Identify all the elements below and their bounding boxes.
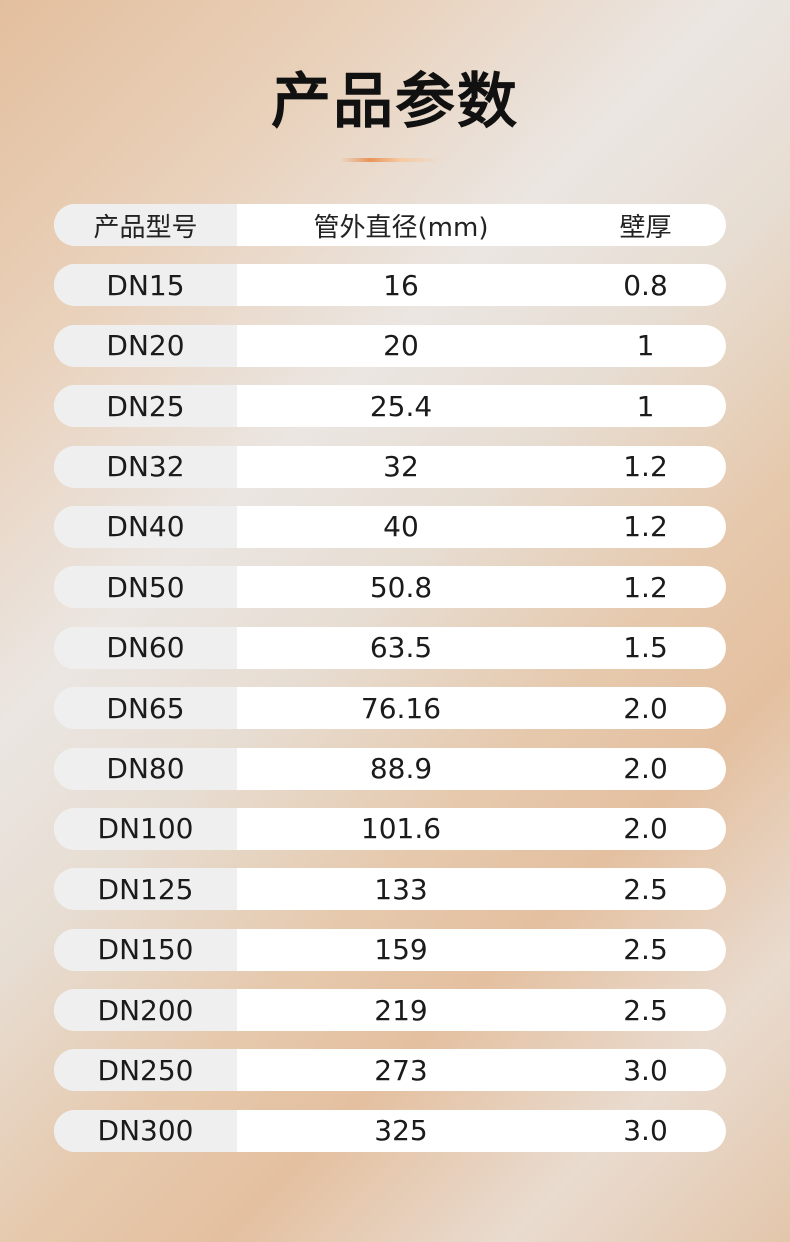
cell-wall-thickness: 1.5 — [623, 631, 668, 665]
cell-model: DN50 — [54, 566, 237, 609]
cell-model: DN125 — [54, 868, 237, 911]
cell-wall-thickness: 1.2 — [623, 450, 668, 484]
cell-model: DN250 — [54, 1049, 237, 1092]
cell-outer-diameter: 88.9 — [369, 752, 433, 786]
cell-outer-diameter: 50.8 — [369, 570, 433, 604]
table-row: DN25 25.4 1 — [54, 385, 726, 428]
cell-outer-diameter: 76.16 — [360, 691, 442, 725]
spec-table: 产品型号 管外直径(mm) 壁厚 DN15 16 0.8 DN20 20 1 D… — [54, 204, 726, 1170]
cell-model: DN200 — [54, 989, 237, 1032]
cell-wall-thickness: 2.5 — [623, 993, 668, 1027]
table-row: DN65 76.16 2.0 — [54, 687, 726, 730]
header-wall-thickness: 壁厚 — [619, 212, 672, 243]
cell-wall-thickness: 2.5 — [623, 872, 668, 906]
cell-outer-diameter: 40 — [383, 510, 419, 544]
cell-model: DN40 — [54, 505, 237, 548]
table-row: DN50 50.8 1.2 — [54, 566, 726, 609]
cell-outer-diameter: 159 — [374, 933, 428, 967]
header-outer-diameter: 管外直径(mm) — [313, 212, 489, 243]
table-row: DN32 32 1.2 — [54, 445, 726, 488]
cell-outer-diameter: 133 — [374, 872, 428, 906]
table-row: DN80 88.9 2.0 — [54, 747, 726, 790]
cell-model: DN20 — [54, 324, 237, 367]
cell-outer-diameter: 16 — [383, 268, 419, 302]
cell-wall-thickness: 1.2 — [623, 570, 668, 604]
cell-model: DN60 — [54, 626, 237, 669]
cell-wall-thickness: 1 — [636, 389, 655, 423]
cell-model: DN15 — [54, 264, 237, 307]
table-row: DN150 159 2.5 — [54, 928, 726, 971]
cell-wall-thickness: 1.2 — [623, 510, 668, 544]
cell-outer-diameter: 325 — [374, 1114, 428, 1148]
table-row: DN40 40 1.2 — [54, 505, 726, 548]
cell-wall-thickness: 0.8 — [623, 268, 668, 302]
cell-wall-thickness: 2.5 — [623, 933, 668, 967]
cell-outer-diameter: 101.6 — [360, 812, 442, 846]
cell-model: DN80 — [54, 747, 237, 790]
title-underline — [340, 158, 440, 162]
cell-outer-diameter: 219 — [374, 993, 428, 1027]
table-header-row: 产品型号 管外直径(mm) 壁厚 — [54, 204, 726, 246]
cell-wall-thickness: 1 — [636, 329, 655, 363]
cell-outer-diameter: 63.5 — [369, 631, 433, 665]
header-model: 产品型号 — [54, 204, 237, 246]
cell-outer-diameter: 32 — [383, 450, 419, 484]
cell-wall-thickness: 2.0 — [623, 752, 668, 786]
table-row: DN125 133 2.5 — [54, 868, 726, 911]
table-row: DN15 16 0.8 — [54, 264, 726, 307]
cell-wall-thickness: 2.0 — [623, 691, 668, 725]
table-row: DN200 219 2.5 — [54, 989, 726, 1032]
table-row: DN60 63.5 1.5 — [54, 626, 726, 669]
table-row: DN250 273 3.0 — [54, 1049, 726, 1092]
cell-model: DN100 — [54, 807, 237, 850]
cell-model: DN150 — [54, 928, 237, 971]
cell-outer-diameter: 273 — [374, 1053, 428, 1087]
table-row: DN300 325 3.0 — [54, 1109, 726, 1152]
cell-model: DN25 — [54, 385, 237, 428]
table-row: DN20 20 1 — [54, 324, 726, 367]
page-title: 产品参数 — [271, 67, 519, 137]
cell-wall-thickness: 2.0 — [623, 812, 668, 846]
cell-wall-thickness: 3.0 — [623, 1053, 668, 1087]
cell-outer-diameter: 20 — [383, 329, 419, 363]
cell-wall-thickness: 3.0 — [623, 1114, 668, 1148]
cell-model: DN65 — [54, 687, 237, 730]
table-row: DN100 101.6 2.0 — [54, 807, 726, 850]
cell-outer-diameter: 25.4 — [369, 389, 433, 423]
cell-model: DN32 — [54, 445, 237, 488]
cell-model: DN300 — [54, 1109, 237, 1152]
